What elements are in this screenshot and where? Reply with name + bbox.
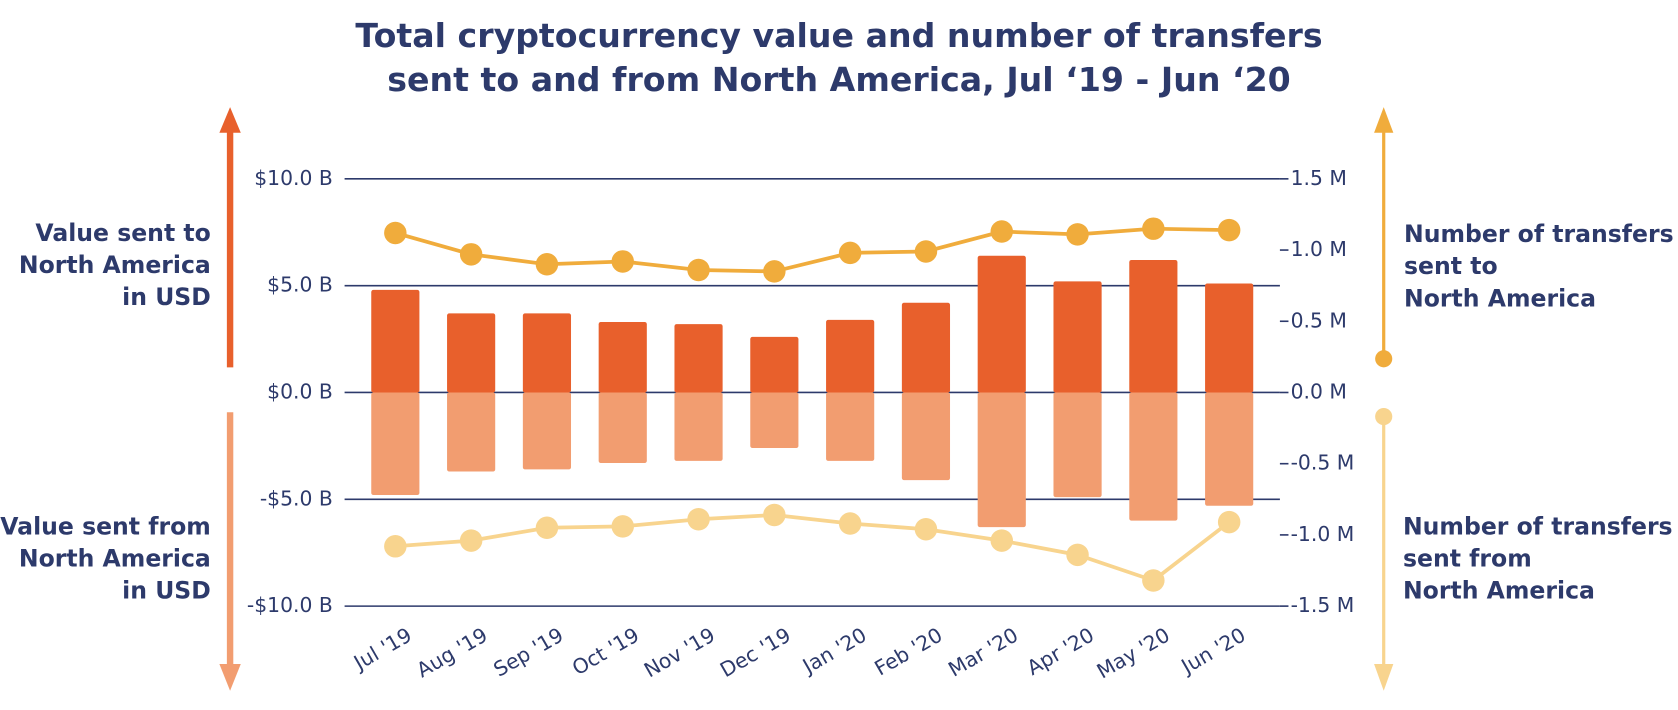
y-tick-label: $5.0 B <box>267 273 333 297</box>
y2-tick-label: 1.5 M <box>1291 166 1347 190</box>
x-tick-label: Jan '20 <box>797 623 871 679</box>
y2-tick-label: -1.0 M <box>1291 522 1355 546</box>
bar <box>447 313 496 393</box>
bar <box>1205 283 1254 393</box>
line <box>395 513 1231 583</box>
x-tick-label: Jul '19 <box>348 623 416 676</box>
y-tick-label: -$5.0 B <box>260 486 333 510</box>
bar <box>826 392 875 461</box>
bar <box>371 392 420 496</box>
legend-dot <box>1375 408 1393 426</box>
bar <box>977 392 1026 528</box>
bar <box>598 321 647 393</box>
point <box>687 258 710 282</box>
y2-tick-label: 0.0 M <box>1291 379 1347 403</box>
x-tick-label: Oct '19 <box>568 623 643 680</box>
bar <box>674 324 723 393</box>
point <box>535 516 559 540</box>
y-tick-label: -$10.0 B <box>247 593 333 617</box>
point <box>384 535 407 558</box>
bar <box>750 392 799 449</box>
point <box>611 515 634 538</box>
point <box>838 241 862 265</box>
point <box>1217 510 1241 534</box>
chart-title: Total cryptocurrency value and number of… <box>355 17 1323 100</box>
bar <box>522 313 572 393</box>
bar <box>598 392 647 463</box>
legend-label: Value sent to North America in USD <box>18 220 211 312</box>
legend-arrowhead <box>1374 663 1394 691</box>
bar <box>447 392 496 472</box>
point <box>763 503 786 527</box>
point <box>535 253 559 276</box>
bar <box>1129 260 1178 393</box>
bar <box>901 392 951 481</box>
point <box>914 517 938 541</box>
y2-tick-label: 0.5 M <box>1291 308 1347 332</box>
point <box>611 250 634 273</box>
point <box>687 507 710 531</box>
bar <box>901 302 951 393</box>
point <box>1142 569 1165 592</box>
point <box>990 220 1013 243</box>
y-tick-label: $10.0 B <box>254 166 333 190</box>
x-tick-label: Dec '19 <box>716 623 795 682</box>
y2-tick-label: 1.0 M <box>1291 237 1347 261</box>
x-tick-label: Aug '19 <box>412 623 491 683</box>
legend-dot <box>1375 350 1393 368</box>
bar <box>750 336 799 393</box>
bar <box>977 255 1026 393</box>
point <box>384 221 407 245</box>
bar <box>674 392 723 461</box>
bar <box>1129 392 1178 521</box>
legend-box: Number of transfers sent to North Americ… <box>1404 221 1674 313</box>
x-tick-label: Jun '20 <box>1176 623 1250 680</box>
y-tick-label: $0.0 B <box>267 379 333 403</box>
legend-label: Number of transfers sent to North Americ… <box>1404 221 1674 313</box>
legend-box: Value sent to North America in USD <box>18 220 211 312</box>
bar <box>1053 392 1102 498</box>
bar <box>826 319 875 393</box>
legend-arrowhead <box>219 107 241 133</box>
legend-label: Number of transfers sent from North Amer… <box>1402 514 1673 606</box>
point <box>459 243 483 266</box>
point <box>459 529 483 552</box>
point <box>990 529 1013 552</box>
legend-box: Number of transfers sent from North Amer… <box>1402 514 1673 606</box>
bar <box>1205 392 1254 506</box>
bar <box>1053 281 1102 393</box>
point <box>1066 543 1089 567</box>
title-box: Total cryptocurrency value and number of… <box>355 17 1323 100</box>
point <box>914 240 938 263</box>
y2-tick-label: -1.5 M <box>1291 593 1355 617</box>
x-tick-label: Nov '19 <box>640 623 719 683</box>
x-tick-label: Feb '20 <box>870 623 946 681</box>
legend-box: Value sent from North America in USD <box>0 514 211 606</box>
point <box>763 260 786 283</box>
y2-tick-label: -0.5 M <box>1291 451 1355 475</box>
x-tick-label: Apr '20 <box>1023 623 1098 680</box>
point <box>1066 223 1089 246</box>
bar <box>522 392 572 470</box>
point <box>1217 218 1241 242</box>
x-tick-label: May '20 <box>1093 623 1174 684</box>
legend-arrowhead <box>219 663 241 691</box>
point <box>1142 217 1165 240</box>
x-tick-label: Mar '20 <box>944 623 1022 682</box>
legend-label: Value sent from North America in USD <box>0 514 211 606</box>
line <box>394 226 1230 274</box>
bar <box>371 289 420 393</box>
legend-arrowhead <box>1374 107 1394 133</box>
x-tick-label: Sep '19 <box>489 623 567 682</box>
point <box>838 512 862 535</box>
